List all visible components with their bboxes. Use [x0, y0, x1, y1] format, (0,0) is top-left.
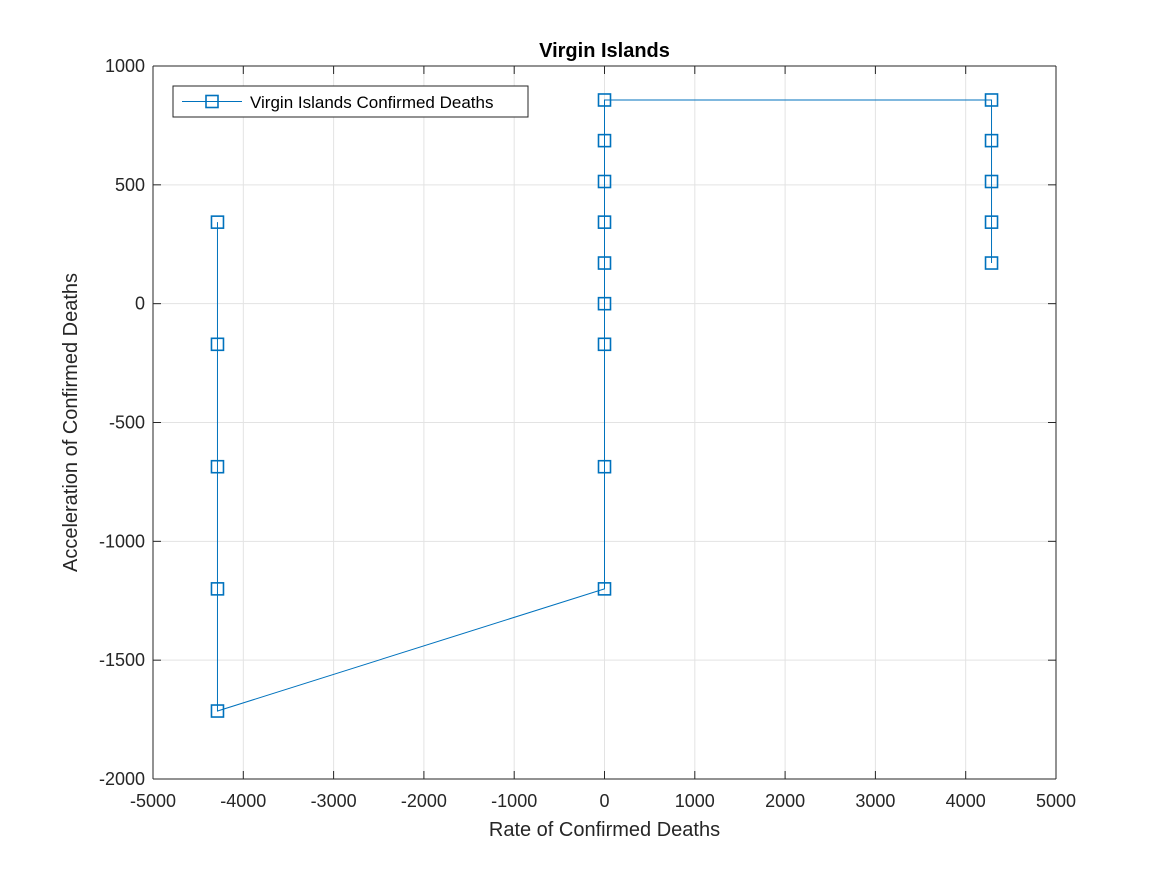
y-tick-label: 1000 — [105, 56, 145, 76]
data-point-marker — [597, 582, 612, 596]
x-tick-label: 2000 — [765, 791, 805, 811]
data-point-marker — [597, 174, 612, 189]
y-tick-label: -1500 — [99, 650, 145, 670]
x-axis-ticks: -5000 -4000 -3000 -2000 -1000 0 1000 2000 3000 40… — [130, 66, 1076, 811]
x-tick-label: -5000 — [130, 791, 176, 811]
data-point-marker — [210, 582, 225, 596]
x-tick-label: 3000 — [855, 791, 895, 811]
data-point-marker — [984, 174, 999, 189]
data-point-marker — [210, 337, 225, 352]
data-point-marker — [597, 337, 612, 352]
data-point-marker — [597, 256, 612, 270]
data-point-marker — [597, 215, 612, 229]
data-point-marker — [984, 256, 999, 270]
series-layer — [210, 93, 999, 718]
data-point-marker — [210, 459, 225, 474]
chart-title: Virgin Islands — [539, 40, 670, 62]
data-point-marker — [984, 215, 999, 229]
y-tick-label: 0 — [135, 294, 145, 314]
x-tick-label: 1000 — [675, 791, 715, 811]
data-point-marker — [597, 133, 612, 148]
x-tick-label: -3000 — [311, 791, 357, 811]
x-tick-label: -2000 — [401, 791, 447, 811]
data-point-marker — [597, 459, 612, 474]
legend-square-marker — [205, 94, 219, 109]
x-tick-label: -4000 — [220, 791, 266, 811]
y-tick-label: -1000 — [99, 531, 145, 551]
legend: Virgin Islands Confirmed Deaths — [172, 85, 529, 118]
data-point-marker — [984, 133, 999, 148]
x-tick-label: 5000 — [1036, 791, 1076, 811]
data-point-marker — [210, 704, 225, 718]
x-tick-label: -1000 — [491, 791, 537, 811]
data-point-marker — [210, 215, 225, 229]
y-tick-label: -2000 — [99, 769, 145, 789]
y-axis-label: Acceleration of Confirmed Deaths — [60, 273, 82, 572]
x-tick-label: 0 — [599, 791, 609, 811]
x-tick-label: 4000 — [946, 791, 986, 811]
x-axis-label: Rate of Confirmed Deaths — [489, 819, 720, 841]
legend-entry-label: Virgin Islands Confirmed Deaths — [250, 93, 493, 112]
data-point-marker — [597, 93, 612, 107]
data-point-marker — [597, 296, 612, 311]
y-axis-ticks: -2000 -1500 -1000 -500 0 500 1000 — [99, 56, 1056, 789]
series-line — [216, 99, 993, 712]
y-tick-label: 500 — [115, 175, 145, 195]
y-tick-label: -500 — [109, 413, 145, 433]
data-point-marker — [984, 93, 999, 107]
